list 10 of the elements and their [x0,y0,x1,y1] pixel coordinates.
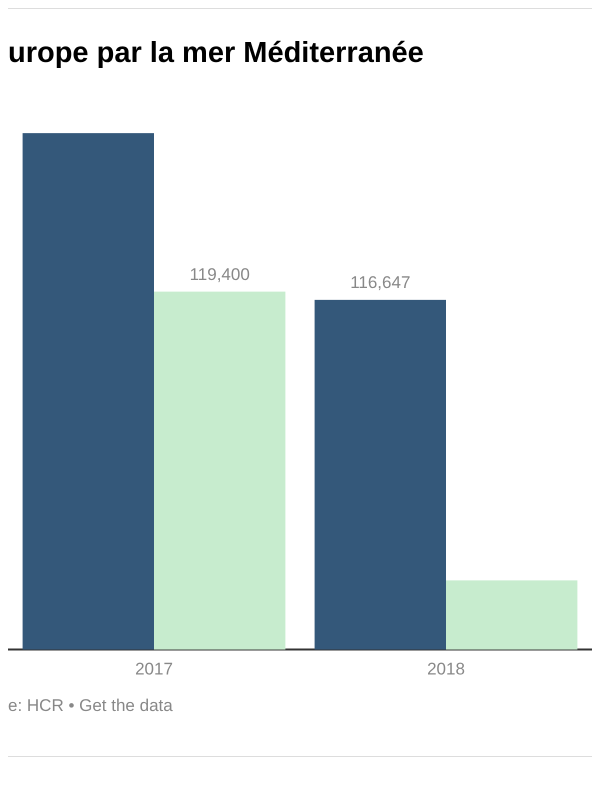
text: e: HCR • Get the data [8,696,173,715]
x-tick-label: 2017 [135,659,173,678]
bar [154,292,286,650]
data-label: 116,647 [350,273,410,292]
chart-title: urope par la mer Méditerranée [8,36,425,70]
bar [314,300,446,650]
bar [22,133,154,650]
x-tick-label: 2018 [427,659,465,678]
bar [446,580,578,650]
data-label: 119,400 [190,264,250,284]
